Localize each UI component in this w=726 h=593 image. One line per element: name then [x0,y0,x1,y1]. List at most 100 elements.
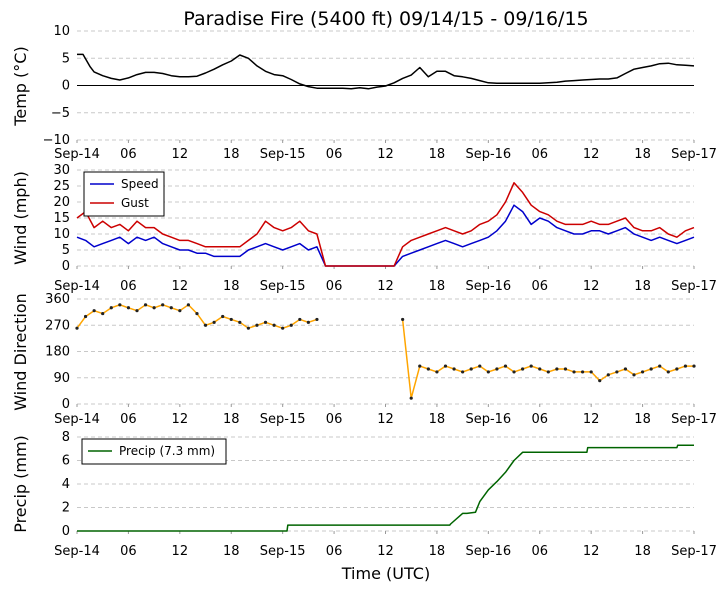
data-point [401,317,405,322]
x-tick-label: 18 [429,147,446,162]
chart-title: Paradise Fire (5400 ft) 09/14/15 - 09/16… [183,8,588,30]
x-tick-label: 06 [120,147,137,162]
data-point [615,370,619,374]
x-tick-label: Sep-14 [54,147,100,162]
data-point [563,367,568,371]
x-tick-label: 06 [531,412,548,427]
panel-4: Precip (mm) 8 6 4 2 0 Sep-14 06 12 18 Sep-15 06 12 18… [11,430,717,559]
data-point [452,367,456,371]
series-line [76,303,318,330]
data-point [83,314,88,319]
data-point [272,323,276,327]
x-tick-label: 06 [326,412,343,427]
data-point [298,317,302,322]
data-point [203,323,208,327]
data-point [503,364,508,368]
x-tick-label: 18 [634,412,651,427]
x-tick-label: Sep-15 [260,544,306,559]
data-point [92,309,96,313]
x-tick-label: 12 [583,147,600,162]
series-line-precip-7-3-mm- [77,444,694,532]
x-tick-label: 12 [377,279,394,294]
x-tick-label: Sep-16 [465,412,511,427]
x-tick-label: 12 [172,279,189,294]
data-point [255,323,259,327]
x-tick-label: 18 [223,544,240,559]
x-tick-label: Sep-16 [465,279,511,294]
data-point [409,396,413,400]
y-tick-label: 360 [45,292,70,307]
x-tick-label: 06 [120,279,137,294]
x-tick-label: 12 [583,412,600,427]
data-point [126,306,131,310]
data-point [75,326,79,330]
data-point [478,364,482,368]
x-tick-label: 06 [531,279,548,294]
data-point [152,306,156,310]
series-line-speed [76,204,695,267]
data-point [229,317,233,322]
y-axis-label: Precip (mm) [11,435,30,533]
y-tick-label: 180 [45,345,70,360]
data-point [101,311,105,316]
data-point [418,364,422,368]
x-tick-label: Sep-15 [260,279,306,294]
data-point [169,306,173,310]
data-point [683,364,688,368]
data-point [598,379,602,383]
y-tick-label: −5 [51,106,70,121]
y-tick-label: 30 [53,163,70,178]
data-point [135,309,139,313]
data-point [178,309,182,313]
data-point [212,320,216,324]
x-tick-label: 06 [326,279,343,294]
data-point [186,303,191,307]
series-line-gust [76,182,695,267]
data-point [649,367,653,371]
x-tick-label: 06 [120,544,137,559]
x-tick-label: 18 [634,147,651,162]
y-tick-label: 270 [45,318,70,333]
x-tick-label: 12 [377,147,394,162]
x-tick-label: 06 [326,544,343,559]
data-point [143,303,148,307]
x-tick-label: Sep-14 [54,279,100,294]
y-tick-label: 2 [62,501,70,516]
y-tick-label: 6 [62,454,70,469]
y-tick-label: 10 [53,227,70,242]
x-tick-label: Sep-16 [465,147,511,162]
y-tick-label: 0 [62,259,70,274]
data-point [589,370,593,374]
y-axis-label: Wind Direction [11,293,30,411]
legend-label: Gust [121,196,149,210]
data-point [109,306,113,310]
data-point [495,367,499,371]
y-tick-label: 5 [62,51,70,66]
data-point [435,370,439,374]
data-point [580,370,585,374]
data-point [529,364,533,368]
data-point [469,367,473,371]
x-tick-label: 12 [172,544,189,559]
x-tick-label: Sep-16 [465,544,511,559]
data-point [675,367,679,371]
data-point [623,367,628,371]
data-point [289,323,293,327]
data-point [692,364,696,368]
x-tick-label: Sep-14 [54,412,100,427]
y-tick-label: 15 [53,211,70,226]
data-point [195,311,199,316]
data-point [263,320,268,324]
y-tick-label: 4 [62,477,70,492]
data-point [443,364,448,368]
data-point [632,373,636,377]
x-tick-label: 18 [223,279,240,294]
x-tick-label: 12 [377,544,394,559]
data-point [161,303,165,307]
series-line [401,319,694,399]
x-tick-label: 12 [377,412,394,427]
